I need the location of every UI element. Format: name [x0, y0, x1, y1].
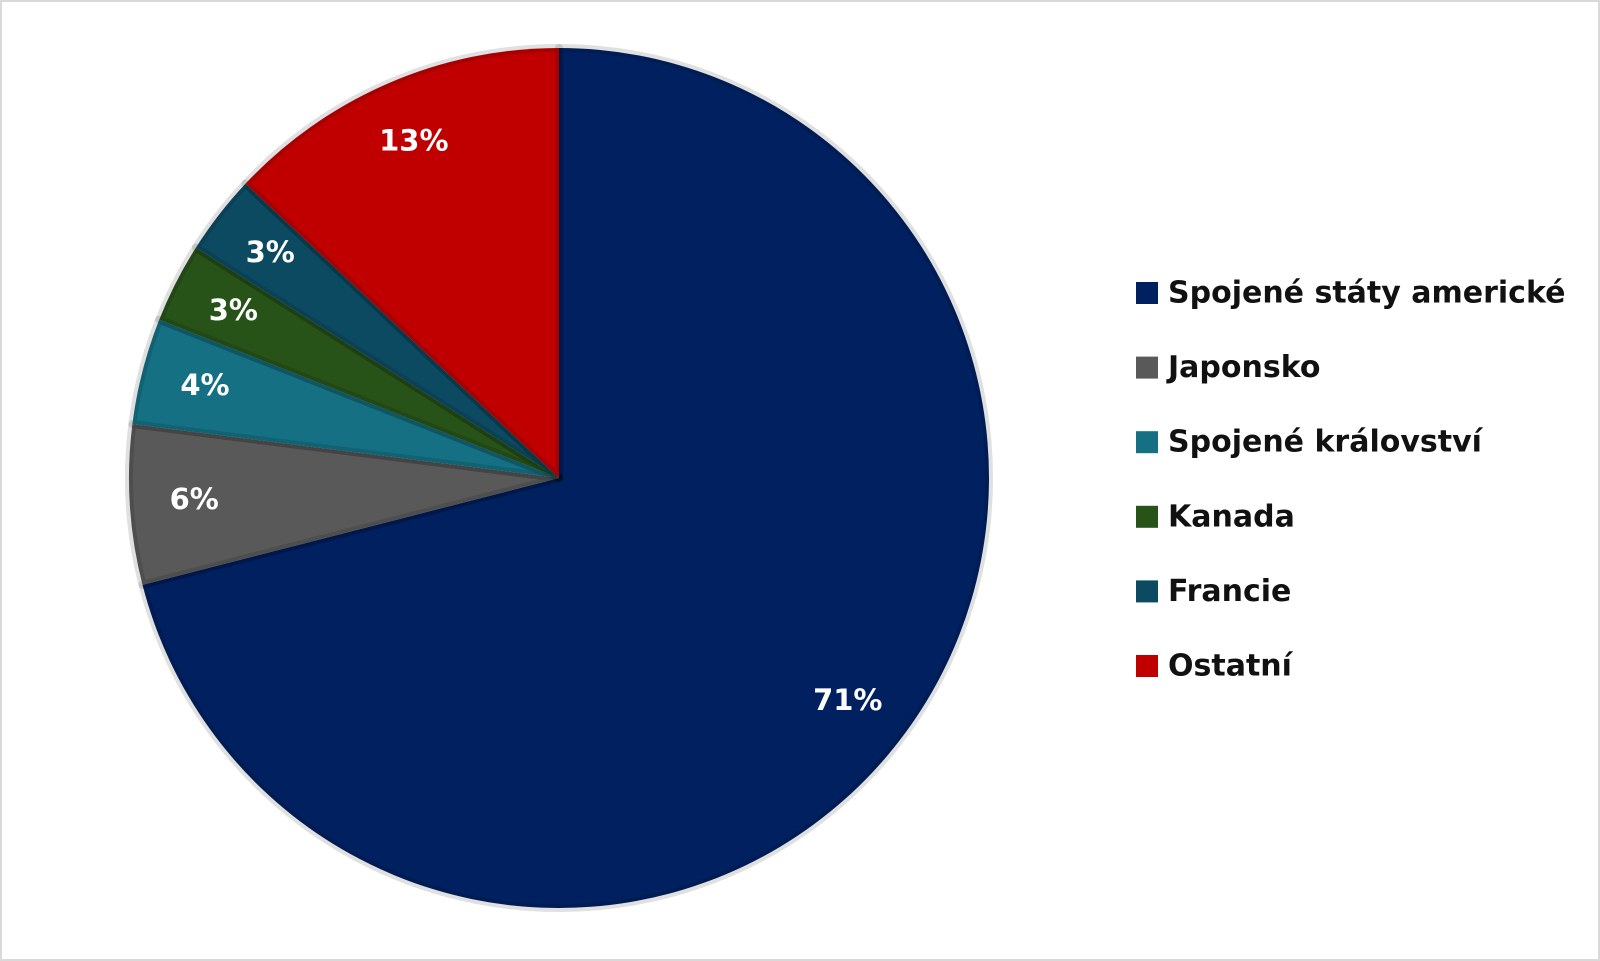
pie-slice — [125, 420, 563, 589]
pie-slice — [128, 315, 563, 482]
data-label: 6% — [170, 482, 219, 516]
legend-swatch — [1136, 282, 1158, 304]
pie-slice — [138, 44, 993, 912]
data-label: 3% — [209, 293, 258, 327]
pie-slice — [191, 179, 563, 482]
legend-swatch — [1136, 356, 1158, 379]
legend-label: Francie — [1168, 574, 1291, 609]
legend-label: Spojené království — [1168, 425, 1484, 460]
legend-swatch — [1136, 580, 1158, 603]
legend-swatch — [1136, 505, 1158, 528]
legend-label: Kanada — [1168, 499, 1295, 534]
legend-label: Ostatní — [1168, 649, 1294, 684]
data-label: 4% — [180, 368, 229, 402]
legend-label: Japonsko — [1166, 350, 1320, 385]
legend-label: Spojené státy americké — [1168, 276, 1565, 311]
pie-slice — [241, 44, 563, 482]
data-label: 13% — [379, 124, 448, 158]
legend-swatch — [1136, 431, 1158, 454]
pie-slice — [155, 243, 563, 482]
data-label: 3% — [246, 235, 295, 269]
legend-swatch — [1136, 655, 1158, 677]
data-label: 71% — [813, 683, 882, 717]
